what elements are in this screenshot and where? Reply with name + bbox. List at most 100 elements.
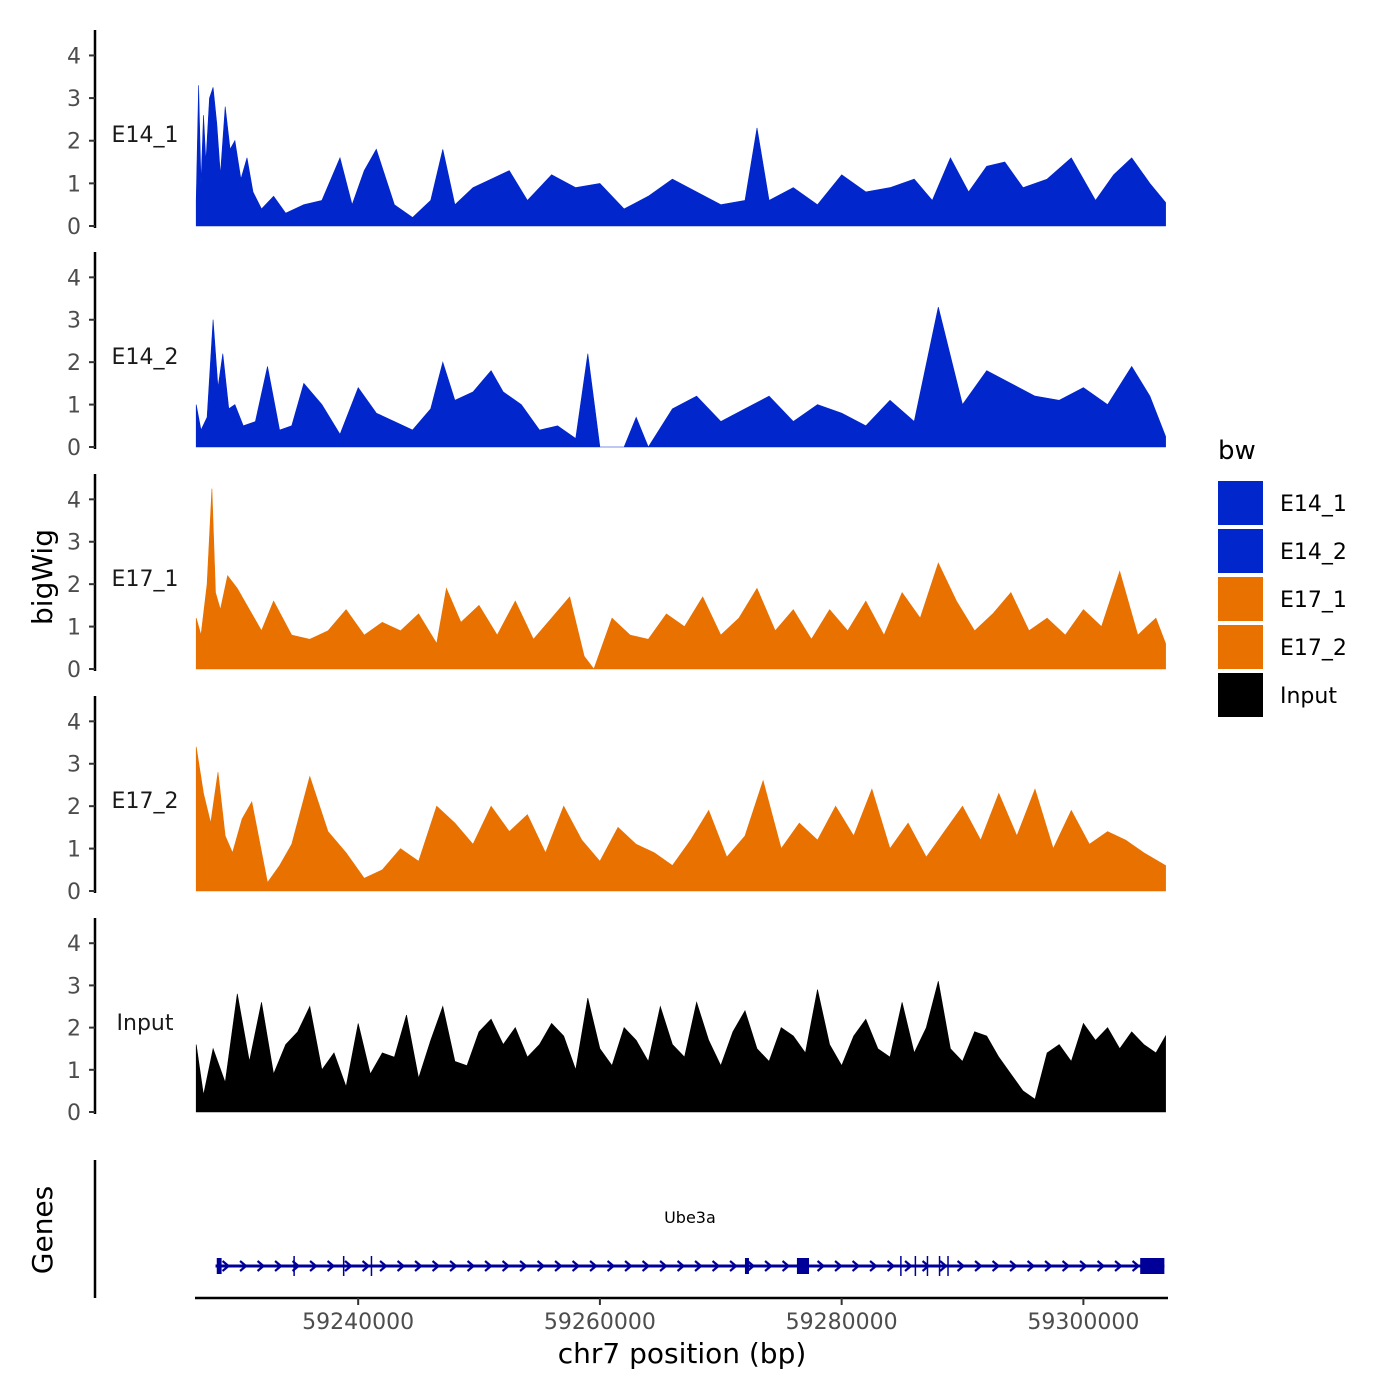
y-tick-label: 0 bbox=[67, 1101, 81, 1126]
signal-area-E17_1 bbox=[195, 488, 1166, 670]
legend-label-Input: Input bbox=[1280, 684, 1337, 709]
y-tick-label: 3 bbox=[67, 753, 81, 778]
y-tick-label: 3 bbox=[67, 531, 81, 556]
strand-arrow-icon bbox=[501, 1260, 511, 1272]
x-tick-label: 59260000 bbox=[544, 1310, 656, 1335]
strand-arrow-icon bbox=[221, 1260, 231, 1272]
y-tick-label: 4 bbox=[67, 488, 81, 513]
strand-arrow-icon bbox=[344, 1260, 353, 1272]
strand-arrow-icon bbox=[1114, 1260, 1123, 1272]
strand-arrow-icon bbox=[1044, 1260, 1053, 1272]
strand-arrow-icon bbox=[641, 1260, 651, 1272]
strand-arrow-icon bbox=[694, 1260, 703, 1272]
track-label-E14_2: E14_2 bbox=[112, 345, 179, 370]
strand-arrow-icon bbox=[711, 1260, 721, 1272]
gene-track: Ube3a bbox=[93, 1160, 1165, 1298]
y-tick-label: 4 bbox=[67, 710, 81, 735]
strand-arrow-icon bbox=[449, 1260, 458, 1272]
strand-arrow-icon bbox=[1131, 1260, 1141, 1272]
strand-arrow-icon bbox=[431, 1260, 441, 1272]
strand-arrow-icon bbox=[571, 1260, 581, 1272]
y-axis-title: bigWig bbox=[26, 529, 59, 625]
strand-arrow-icon bbox=[536, 1260, 546, 1272]
strand-arrow-icon bbox=[466, 1260, 476, 1272]
track-E17_1: 0 1 2 3 4 E17_1 bbox=[67, 474, 1166, 683]
track-E17_2: 0 1 2 3 4 E17_2 bbox=[67, 696, 1166, 905]
strand-arrow-icon bbox=[274, 1260, 283, 1272]
y-tick-label: 1 bbox=[67, 838, 81, 863]
y-tick-label: 3 bbox=[67, 87, 81, 112]
y-tick-label: 2 bbox=[67, 573, 81, 598]
strand-arrow-icon bbox=[484, 1260, 493, 1272]
signal-area-E14_1 bbox=[195, 85, 1166, 227]
signal-area-E14_2 bbox=[195, 306, 1166, 448]
strand-arrow-icon bbox=[904, 1260, 913, 1272]
strand-arrow-icon bbox=[869, 1260, 878, 1272]
strand-arrow-icon bbox=[1009, 1260, 1018, 1272]
strand-arrow-icon bbox=[851, 1260, 861, 1272]
legend-label-E14_1: E14_1 bbox=[1280, 492, 1347, 517]
y-tick-label: 0 bbox=[67, 658, 81, 683]
bigwig-tracks: 0 1 2 3 4 E14_1 0 1 2 3 4 E14_2 0 1 2 3 4 E17_1 0 1 2 3 4 E17_2… bbox=[67, 30, 1166, 1126]
genes-track-title: Genes bbox=[26, 1186, 59, 1274]
y-tick-label: 2 bbox=[67, 795, 81, 820]
exon-block bbox=[1140, 1258, 1165, 1274]
strand-arrow-icon bbox=[309, 1260, 318, 1272]
strand-arrow-icon bbox=[1061, 1260, 1071, 1272]
legend-swatch-E17_2 bbox=[1218, 625, 1263, 669]
x-tick-label: 59240000 bbox=[302, 1310, 414, 1335]
track-label-E17_1: E17_1 bbox=[112, 567, 179, 592]
track-label-E17_2: E17_2 bbox=[112, 789, 179, 814]
strand-arrow-icon bbox=[361, 1260, 371, 1272]
strand-arrow-icon bbox=[676, 1260, 686, 1272]
strand-arrow-icon bbox=[816, 1260, 826, 1272]
strand-arrow-icon bbox=[764, 1260, 773, 1272]
legend-swatch-Input bbox=[1218, 673, 1263, 717]
strand-arrow-icon bbox=[746, 1260, 756, 1272]
legend-swatch-E14_2 bbox=[1218, 529, 1263, 573]
strand-arrow-icon bbox=[729, 1260, 738, 1272]
y-tick-label: 3 bbox=[67, 309, 81, 334]
signal-area-Input bbox=[195, 981, 1166, 1113]
strand-arrow-icon bbox=[991, 1260, 1001, 1272]
y-tick-label: 2 bbox=[67, 130, 81, 155]
strand-arrow-icon bbox=[606, 1260, 616, 1272]
y-tick-label: 4 bbox=[67, 932, 81, 957]
legend-label-E17_1: E17_1 bbox=[1280, 588, 1347, 613]
track-E14_2: 0 1 2 3 4 E14_2 bbox=[67, 252, 1166, 461]
x-axis: 59240000 59260000 59280000 59300000 bbox=[195, 1296, 1168, 1335]
strand-arrow-icon bbox=[256, 1260, 266, 1272]
legend-title: bw bbox=[1218, 436, 1256, 466]
strand-arrow-icon bbox=[956, 1260, 966, 1272]
y-tick-label: 1 bbox=[67, 616, 81, 641]
track-E14_1: 0 1 2 3 4 E14_1 bbox=[67, 30, 1166, 240]
strand-arrow-icon bbox=[624, 1260, 633, 1272]
strand-arrow-icon bbox=[1096, 1260, 1106, 1272]
x-tick-label: 59280000 bbox=[786, 1310, 898, 1335]
track-Input: 0 1 2 3 4 Input bbox=[67, 918, 1166, 1126]
gene-name-label: Ube3a bbox=[664, 1208, 716, 1227]
strand-arrow-icon bbox=[326, 1260, 336, 1272]
strand-arrow-icon bbox=[921, 1260, 931, 1272]
strand-arrow-icon bbox=[379, 1260, 388, 1272]
y-tick-label: 1 bbox=[67, 1059, 81, 1084]
x-axis-title: chr7 position (bp) bbox=[558, 1337, 807, 1370]
legend-swatch-E17_1 bbox=[1218, 577, 1263, 621]
y-tick-label: 2 bbox=[67, 1017, 81, 1042]
legend: bw E14_1 E14_2 E17_1 E17_2 Input bbox=[1218, 436, 1347, 717]
y-tick-label: 1 bbox=[67, 172, 81, 197]
y-tick-label: 3 bbox=[67, 974, 81, 999]
strand-arrow-icon bbox=[396, 1260, 406, 1272]
y-tick-label: 0 bbox=[67, 215, 81, 240]
legend-label-E17_2: E17_2 bbox=[1280, 636, 1347, 661]
track-label-E14_1: E14_1 bbox=[112, 123, 179, 148]
strand-arrow-icon bbox=[834, 1260, 843, 1272]
y-tick-label: 0 bbox=[67, 436, 81, 461]
exon-block bbox=[216, 1258, 222, 1274]
exon-block bbox=[796, 1258, 810, 1274]
strand-arrow-icon bbox=[939, 1260, 948, 1272]
signal-area-E17_2 bbox=[195, 746, 1166, 892]
y-tick-label: 2 bbox=[67, 351, 81, 376]
strand-arrow-icon bbox=[519, 1260, 528, 1272]
